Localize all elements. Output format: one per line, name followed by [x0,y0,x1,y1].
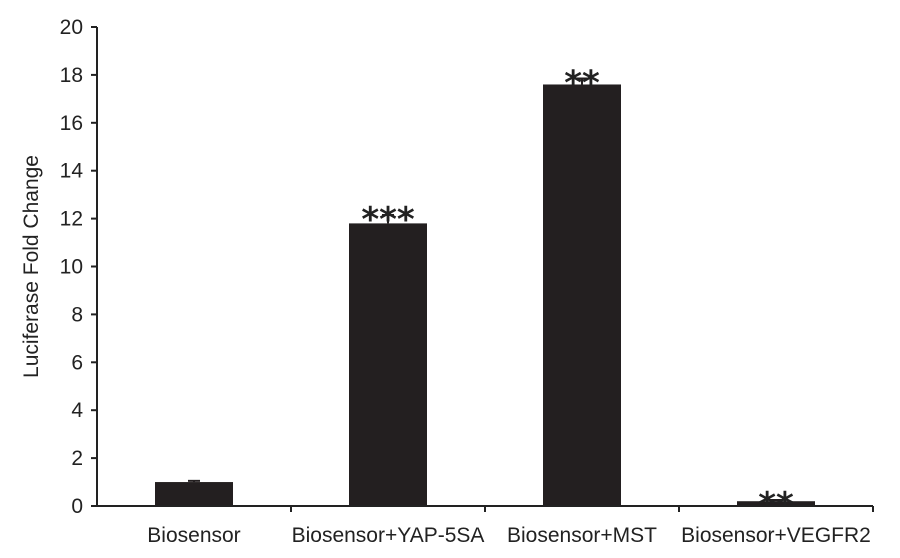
y-tick-label: 16 [60,112,83,135]
y-tick-label: 2 [71,447,83,470]
y-axis-title: Luciferase Fold Change [20,155,43,378]
y-tick-label: 10 [60,256,83,279]
significance-group: ******* [361,63,794,525]
y-tick-label: 8 [71,303,83,326]
significance-label: *** [361,200,415,240]
significance-label: ** [564,63,600,103]
y-tick-label: 12 [60,208,83,231]
bars-group [155,84,815,506]
error-bars-group [188,77,782,502]
x-category-label: Biosensor+MST [507,524,657,547]
y-axis-ticks: 0 2 4 6 8 10 12 14 16 18 20 [60,16,97,518]
y-tick-label: 14 [60,160,84,183]
x-category-label: Biosensor+VEGFR2 [681,524,871,547]
bar [349,223,427,506]
x-category-label: Biosensor [147,524,240,547]
y-tick-label: 6 [71,351,83,374]
bar [737,501,815,506]
x-category-label: Biosensor+YAP-5SA [292,524,485,547]
y-tick-label: 4 [71,399,83,422]
y-tick-label: 0 [71,495,83,518]
bar [155,482,233,506]
y-tick-label: 18 [60,64,83,87]
y-tick-label: 20 [60,16,83,39]
x-axis-ticks: Biosensor Biosensor+YAP-5SA Biosensor+MST B… [147,506,874,547]
bar [543,84,621,506]
